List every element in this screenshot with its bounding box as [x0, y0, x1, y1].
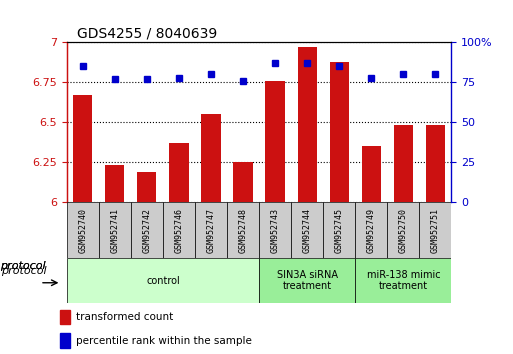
- Bar: [105, 165, 124, 202]
- Text: SIN3A siRNA
treatment: SIN3A siRNA treatment: [277, 270, 338, 291]
- FancyBboxPatch shape: [259, 258, 355, 303]
- FancyBboxPatch shape: [131, 202, 163, 258]
- Text: protocol: protocol: [0, 261, 46, 272]
- FancyBboxPatch shape: [259, 202, 291, 258]
- Bar: [169, 143, 189, 202]
- FancyBboxPatch shape: [195, 202, 227, 258]
- FancyBboxPatch shape: [291, 202, 323, 258]
- Text: protocol: protocol: [0, 261, 46, 272]
- Bar: [233, 162, 252, 202]
- Text: GSM952748: GSM952748: [239, 207, 248, 253]
- FancyBboxPatch shape: [387, 202, 420, 258]
- FancyBboxPatch shape: [67, 258, 259, 303]
- Bar: [426, 125, 445, 202]
- Text: GSM952749: GSM952749: [367, 207, 376, 253]
- Bar: [362, 146, 381, 202]
- Bar: [201, 114, 221, 202]
- Bar: [137, 171, 156, 202]
- Text: GSM952746: GSM952746: [174, 207, 184, 253]
- Text: GSM952741: GSM952741: [110, 207, 120, 253]
- Text: miR-138 mimic
treatment: miR-138 mimic treatment: [366, 270, 440, 291]
- FancyBboxPatch shape: [163, 202, 195, 258]
- Bar: [393, 125, 413, 202]
- FancyBboxPatch shape: [355, 258, 451, 303]
- Bar: [61, 333, 70, 348]
- Bar: [329, 62, 349, 202]
- Text: GSM952742: GSM952742: [142, 207, 151, 253]
- Text: transformed count: transformed count: [76, 312, 173, 322]
- Bar: [265, 81, 285, 202]
- FancyBboxPatch shape: [67, 202, 98, 258]
- Text: GSM952745: GSM952745: [334, 207, 344, 253]
- Text: GSM952740: GSM952740: [78, 207, 87, 253]
- Bar: [73, 95, 92, 202]
- Text: GSM952747: GSM952747: [206, 207, 215, 253]
- FancyBboxPatch shape: [420, 202, 451, 258]
- Text: GSM952743: GSM952743: [270, 207, 280, 253]
- FancyBboxPatch shape: [355, 202, 387, 258]
- FancyBboxPatch shape: [98, 202, 131, 258]
- Text: GSM952744: GSM952744: [303, 207, 312, 253]
- FancyBboxPatch shape: [227, 202, 259, 258]
- Text: GDS4255 / 8040639: GDS4255 / 8040639: [77, 27, 217, 41]
- Text: control: control: [146, 275, 180, 286]
- FancyBboxPatch shape: [323, 202, 355, 258]
- Bar: [61, 310, 70, 324]
- Bar: [298, 47, 317, 202]
- Text: percentile rank within the sample: percentile rank within the sample: [76, 336, 252, 346]
- Text: protocol: protocol: [2, 266, 47, 276]
- Text: GSM952751: GSM952751: [431, 207, 440, 253]
- Text: GSM952750: GSM952750: [399, 207, 408, 253]
